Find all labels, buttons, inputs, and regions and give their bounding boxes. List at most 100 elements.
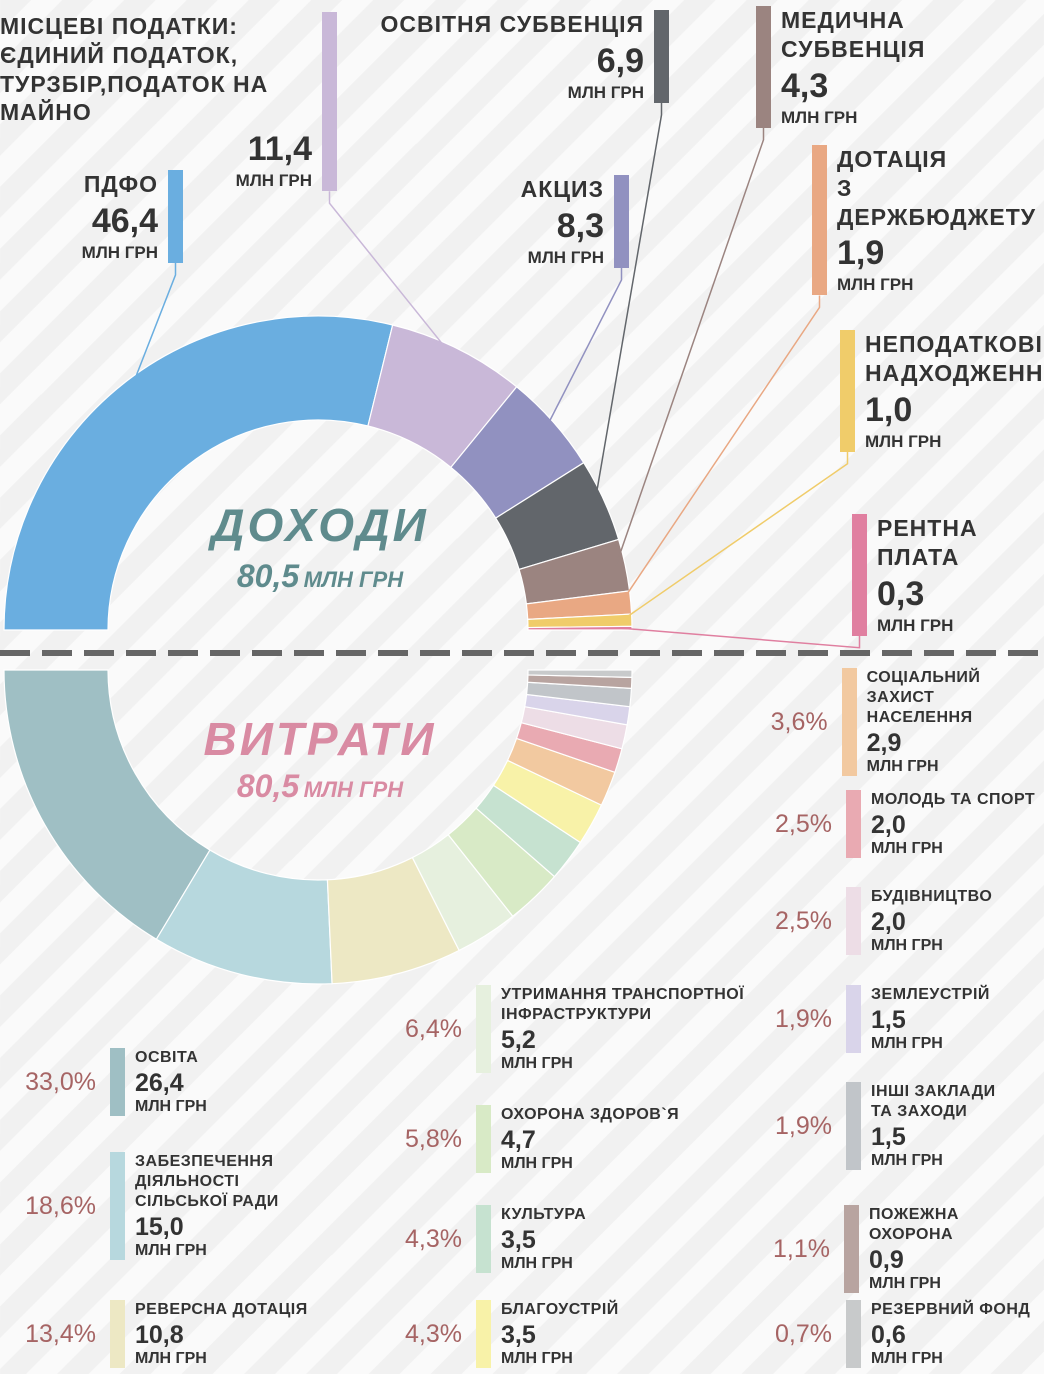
legend-text: МОЛОДЬ ТА СПОРТ 2,0 МЛН ГРН [871,790,1035,858]
category-label: ДОТАЦІЯ З ДЕРЖБЮДЖЕТУ [837,146,1037,230]
legend-item: 2,5% БУДІВНИЦТВО 2,0 МЛН ГРН [742,887,992,955]
legend-item: ПДФО 46,4 МЛН ГРН [82,170,183,263]
unit-label: МЛН ГРН [501,1350,573,1367]
category-label: РЕВЕРСНА ДОТАЦІЯ [135,1301,308,1318]
legend-swatch [846,1300,861,1368]
value-label: 15,0 [135,1213,184,1241]
leader-line [545,267,623,429]
legend-swatch [476,985,491,1073]
legend-text: РЕВЕРСНА ДОТАЦІЯ 10,8 МЛН ГРН [135,1300,308,1368]
unit-label: МЛН ГРН [567,82,644,102]
percent-label: 13,4% [25,1319,96,1348]
legend-swatch [476,1205,491,1273]
legend-item: 2,5% МОЛОДЬ ТА СПОРТ 2,0 МЛН ГРН [742,790,1035,858]
unit-label: МЛН ГРН [135,1350,207,1367]
legend-text: ОСВІТА 26,4 МЛН ГРН [135,1048,207,1116]
unit-label: МЛН ГРН [871,1152,943,1169]
category-label: МОЛОДЬ ТА СПОРТ [871,791,1036,808]
unit-label: МЛН ГРН [235,171,312,191]
unit-label: МЛН ГРН [81,242,158,262]
percent-label: 33,0% [25,1067,96,1096]
value-label: 5,2 [501,1026,536,1054]
legend-swatch [846,887,861,955]
unit-label: МЛН ГРН [871,1350,943,1367]
value-label: 1,9 [837,234,885,273]
unit-label: МЛН ГРН [837,275,914,295]
percent-label: 6,4% [405,1014,462,1043]
leader-line [129,262,177,392]
percent-label: 2,5% [775,809,832,838]
legend-swatch [322,12,337,192]
unit-label: МЛН ГРН [871,937,943,954]
value-label: 0,3 [877,574,925,613]
legend-text: АКЦИЗ 8,3 МЛН ГРН [521,175,604,268]
legend-swatch [852,514,867,636]
leader-line [328,191,455,359]
percent-label: 1,1% [773,1234,831,1263]
category-label: ПДФО [83,171,158,197]
unit: МЛН ГРН [303,567,404,592]
percent-label: 4,3% [405,1319,462,1348]
legend-text: КУЛЬТУРА 3,5 МЛН ГРН [501,1205,586,1273]
legend-text: ОСВІТНЯ СУБВЕНЦІЯ 6,9 МЛН ГРН [380,10,644,103]
value-label: 46,4 [91,201,158,240]
value-label: 11,4 [247,130,312,168]
legend-text: МЕДИЧНА СУБВЕНЦІЯ 4,3 МЛН ГРН [781,6,1044,128]
legend-swatch [168,170,183,263]
legend-item: МЕДИЧНА СУБВЕНЦІЯ 4,3 МЛН ГРН [756,6,1044,128]
category-label: НЕПОДАТКОВІ НАДХОДЖЕННЯ [865,331,1044,386]
center-total: 80,5 МЛН ГРН [0,768,640,805]
leader-line [614,127,765,568]
legend-text: ЗЕМЛЕУСТРІЙ 1,5 МЛН ГРН [871,985,990,1053]
category-label: ОСВІТНЯ СУБВЕНЦІЯ [380,11,644,37]
center-title: ДОХОДИ [211,499,429,551]
legend-text: ІНШІ ЗАКЛАДИ ТА ЗАХОДИ 1,5 МЛН ГРН [871,1082,996,1170]
value-label: 1,5 [871,1123,906,1151]
legend-swatch [110,1300,125,1368]
unit-label: МЛН ГРН [866,758,939,775]
category-label: АКЦИЗ [520,176,604,202]
center-title: ВИТРАТИ [203,713,437,765]
legend-item: 1,9% ІНШІ ЗАКЛАДИ ТА ЗАХОДИ 1,5 МЛН ГРН [742,1082,996,1170]
value-label: 2,0 [871,811,906,839]
unit-label: МЛН ГРН [527,247,604,267]
legend-text: МІСЦЕВІ ПОДАТКИ: ЄДИНИЙ ПОДАТОК, ТУРЗБІР… [0,12,312,191]
legend-item: 0,7% РЕЗЕРВНИЙ ФОНД 0,6 МЛН ГРН [742,1300,1030,1368]
donut-segment [527,625,633,631]
legend-swatch [846,790,861,858]
legend-swatch [840,330,855,452]
legend-text: ПДФО 46,4 МЛН ГРН [82,170,158,263]
category-label: СОЦІАЛЬНИЙ ЗАХИСТ НАСЕЛЕННЯ [866,669,981,726]
value-label: 4,3 [781,66,829,105]
legend-text: УТРИМАННЯ ТРАНСПОРТНОЇ ІНФРАСТРУКТУРИ 5,2… [501,985,744,1073]
leader-line [620,295,821,604]
category-label: БЛАГОУСТРІЙ [501,1301,619,1318]
legend-item: АКЦИЗ 8,3 МЛН ГРН [521,175,629,268]
legend-item: 3,6% СОЦІАЛЬНИЙ ЗАХИСТ НАСЕЛЕННЯ 2,9 МЛН ГР… [742,668,1044,776]
legend-item: 18,6% ЗАБЕЗПЕЧЕННЯ ДІЯЛЬНОСТІ СІЛЬСЬКОЇ Р… [6,1152,279,1260]
total: 80,5 [236,768,300,804]
unit-label: МЛН ГРН [135,1242,207,1259]
unit-label: МЛН ГРН [871,1035,943,1052]
legend-item: ОСВІТНЯ СУБВЕНЦІЯ 6,9 МЛН ГРН [380,10,669,103]
category-label: БУДІВНИЦТВО [871,888,993,905]
category-label: ПОЖЕЖНА ОХОРОНА [869,1206,959,1243]
legend-item: НЕПОДАТКОВІ НАДХОДЖЕННЯ 1,0 МЛН ГРН [840,330,1044,452]
leader-line [593,102,663,505]
donut-segment [527,669,633,678]
value-label: 3,5 [501,1321,536,1349]
legend-text: БУДІВНИЦТВО 2,0 МЛН ГРН [871,887,992,955]
legend-swatch [654,10,669,103]
legend-item: 33,0% ОСВІТА 26,4 МЛН ГРН [6,1048,207,1116]
donut-segment [3,315,394,631]
percent-label: 1,9% [775,1111,832,1140]
category-label: ЗЕМЛЕУСТРІЙ [871,986,990,1003]
percent-label: 2,5% [775,906,832,935]
percent-label: 4,3% [405,1224,462,1253]
legend-item: 6,4% УТРИМАННЯ ТРАНСПОРТНОЇ ІНФРАСТРУКТУР… [372,985,744,1073]
legend-text: ПОЖЕЖНА ОХОРОНА 0,9 МЛН ГРН [869,1205,1044,1293]
category-label: ОСВІТА [135,1049,199,1066]
legend-text: ЗАБЕЗПЕЧЕННЯ ДІЯЛЬНОСТІ СІЛЬСЬКОЇ РАДИ 15… [135,1152,279,1260]
